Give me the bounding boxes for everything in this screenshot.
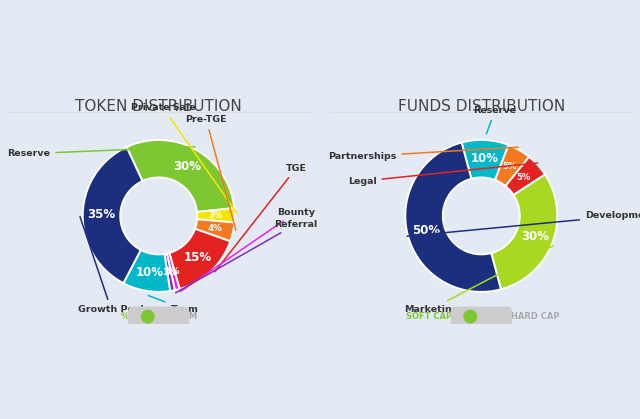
Polygon shape xyxy=(506,157,545,195)
Polygon shape xyxy=(405,142,501,292)
Text: Growth Pool: Growth Pool xyxy=(78,217,144,314)
Text: 5%: 5% xyxy=(502,162,517,171)
Circle shape xyxy=(141,310,154,323)
Text: 1%: 1% xyxy=(165,267,180,276)
Polygon shape xyxy=(167,253,180,290)
Polygon shape xyxy=(495,145,529,186)
Text: Marketing: Marketing xyxy=(404,246,553,314)
Text: 3%: 3% xyxy=(209,211,223,220)
Polygon shape xyxy=(492,175,557,289)
Text: TOKEN DISTRIBUTION: TOKEN DISTRIBUTION xyxy=(76,99,242,114)
Polygon shape xyxy=(127,140,234,212)
Text: 50%: 50% xyxy=(412,224,440,237)
FancyBboxPatch shape xyxy=(128,307,189,327)
Text: 10%: 10% xyxy=(470,152,499,165)
Text: 5%: 5% xyxy=(516,173,531,182)
Text: M: M xyxy=(188,312,196,321)
Polygon shape xyxy=(461,140,509,180)
Text: TGE: TGE xyxy=(215,164,307,272)
Text: 30%: 30% xyxy=(173,160,201,173)
Text: 15%: 15% xyxy=(184,251,212,264)
FancyBboxPatch shape xyxy=(451,307,512,327)
Text: Team: Team xyxy=(148,295,198,314)
Text: Bounty: Bounty xyxy=(180,208,315,292)
Text: Development: Development xyxy=(407,212,640,236)
Circle shape xyxy=(464,310,477,323)
Polygon shape xyxy=(197,208,235,222)
Polygon shape xyxy=(195,219,234,241)
Text: Reserve: Reserve xyxy=(474,106,516,134)
Text: Legal: Legal xyxy=(348,163,538,186)
Polygon shape xyxy=(164,253,175,291)
Text: Private Sale: Private Sale xyxy=(131,103,237,213)
Text: 1%: 1% xyxy=(162,268,177,277)
Text: Reserve: Reserve xyxy=(7,147,195,158)
Polygon shape xyxy=(83,147,143,283)
Text: %: % xyxy=(121,312,129,321)
Text: Partnerships: Partnerships xyxy=(328,147,518,161)
Polygon shape xyxy=(124,250,170,292)
Text: 10%: 10% xyxy=(135,266,163,279)
Text: 30%: 30% xyxy=(521,230,548,243)
Text: 4%: 4% xyxy=(207,224,222,233)
Text: HARD CAP: HARD CAP xyxy=(511,312,559,321)
Text: 35%: 35% xyxy=(88,208,116,221)
Polygon shape xyxy=(169,229,230,289)
Text: SOFT CAP: SOFT CAP xyxy=(406,312,452,321)
Text: Referral: Referral xyxy=(175,220,317,293)
Text: FUNDS DISTRIBUTION: FUNDS DISTRIBUTION xyxy=(397,99,565,114)
Text: Pre-TGE: Pre-TGE xyxy=(186,115,236,230)
